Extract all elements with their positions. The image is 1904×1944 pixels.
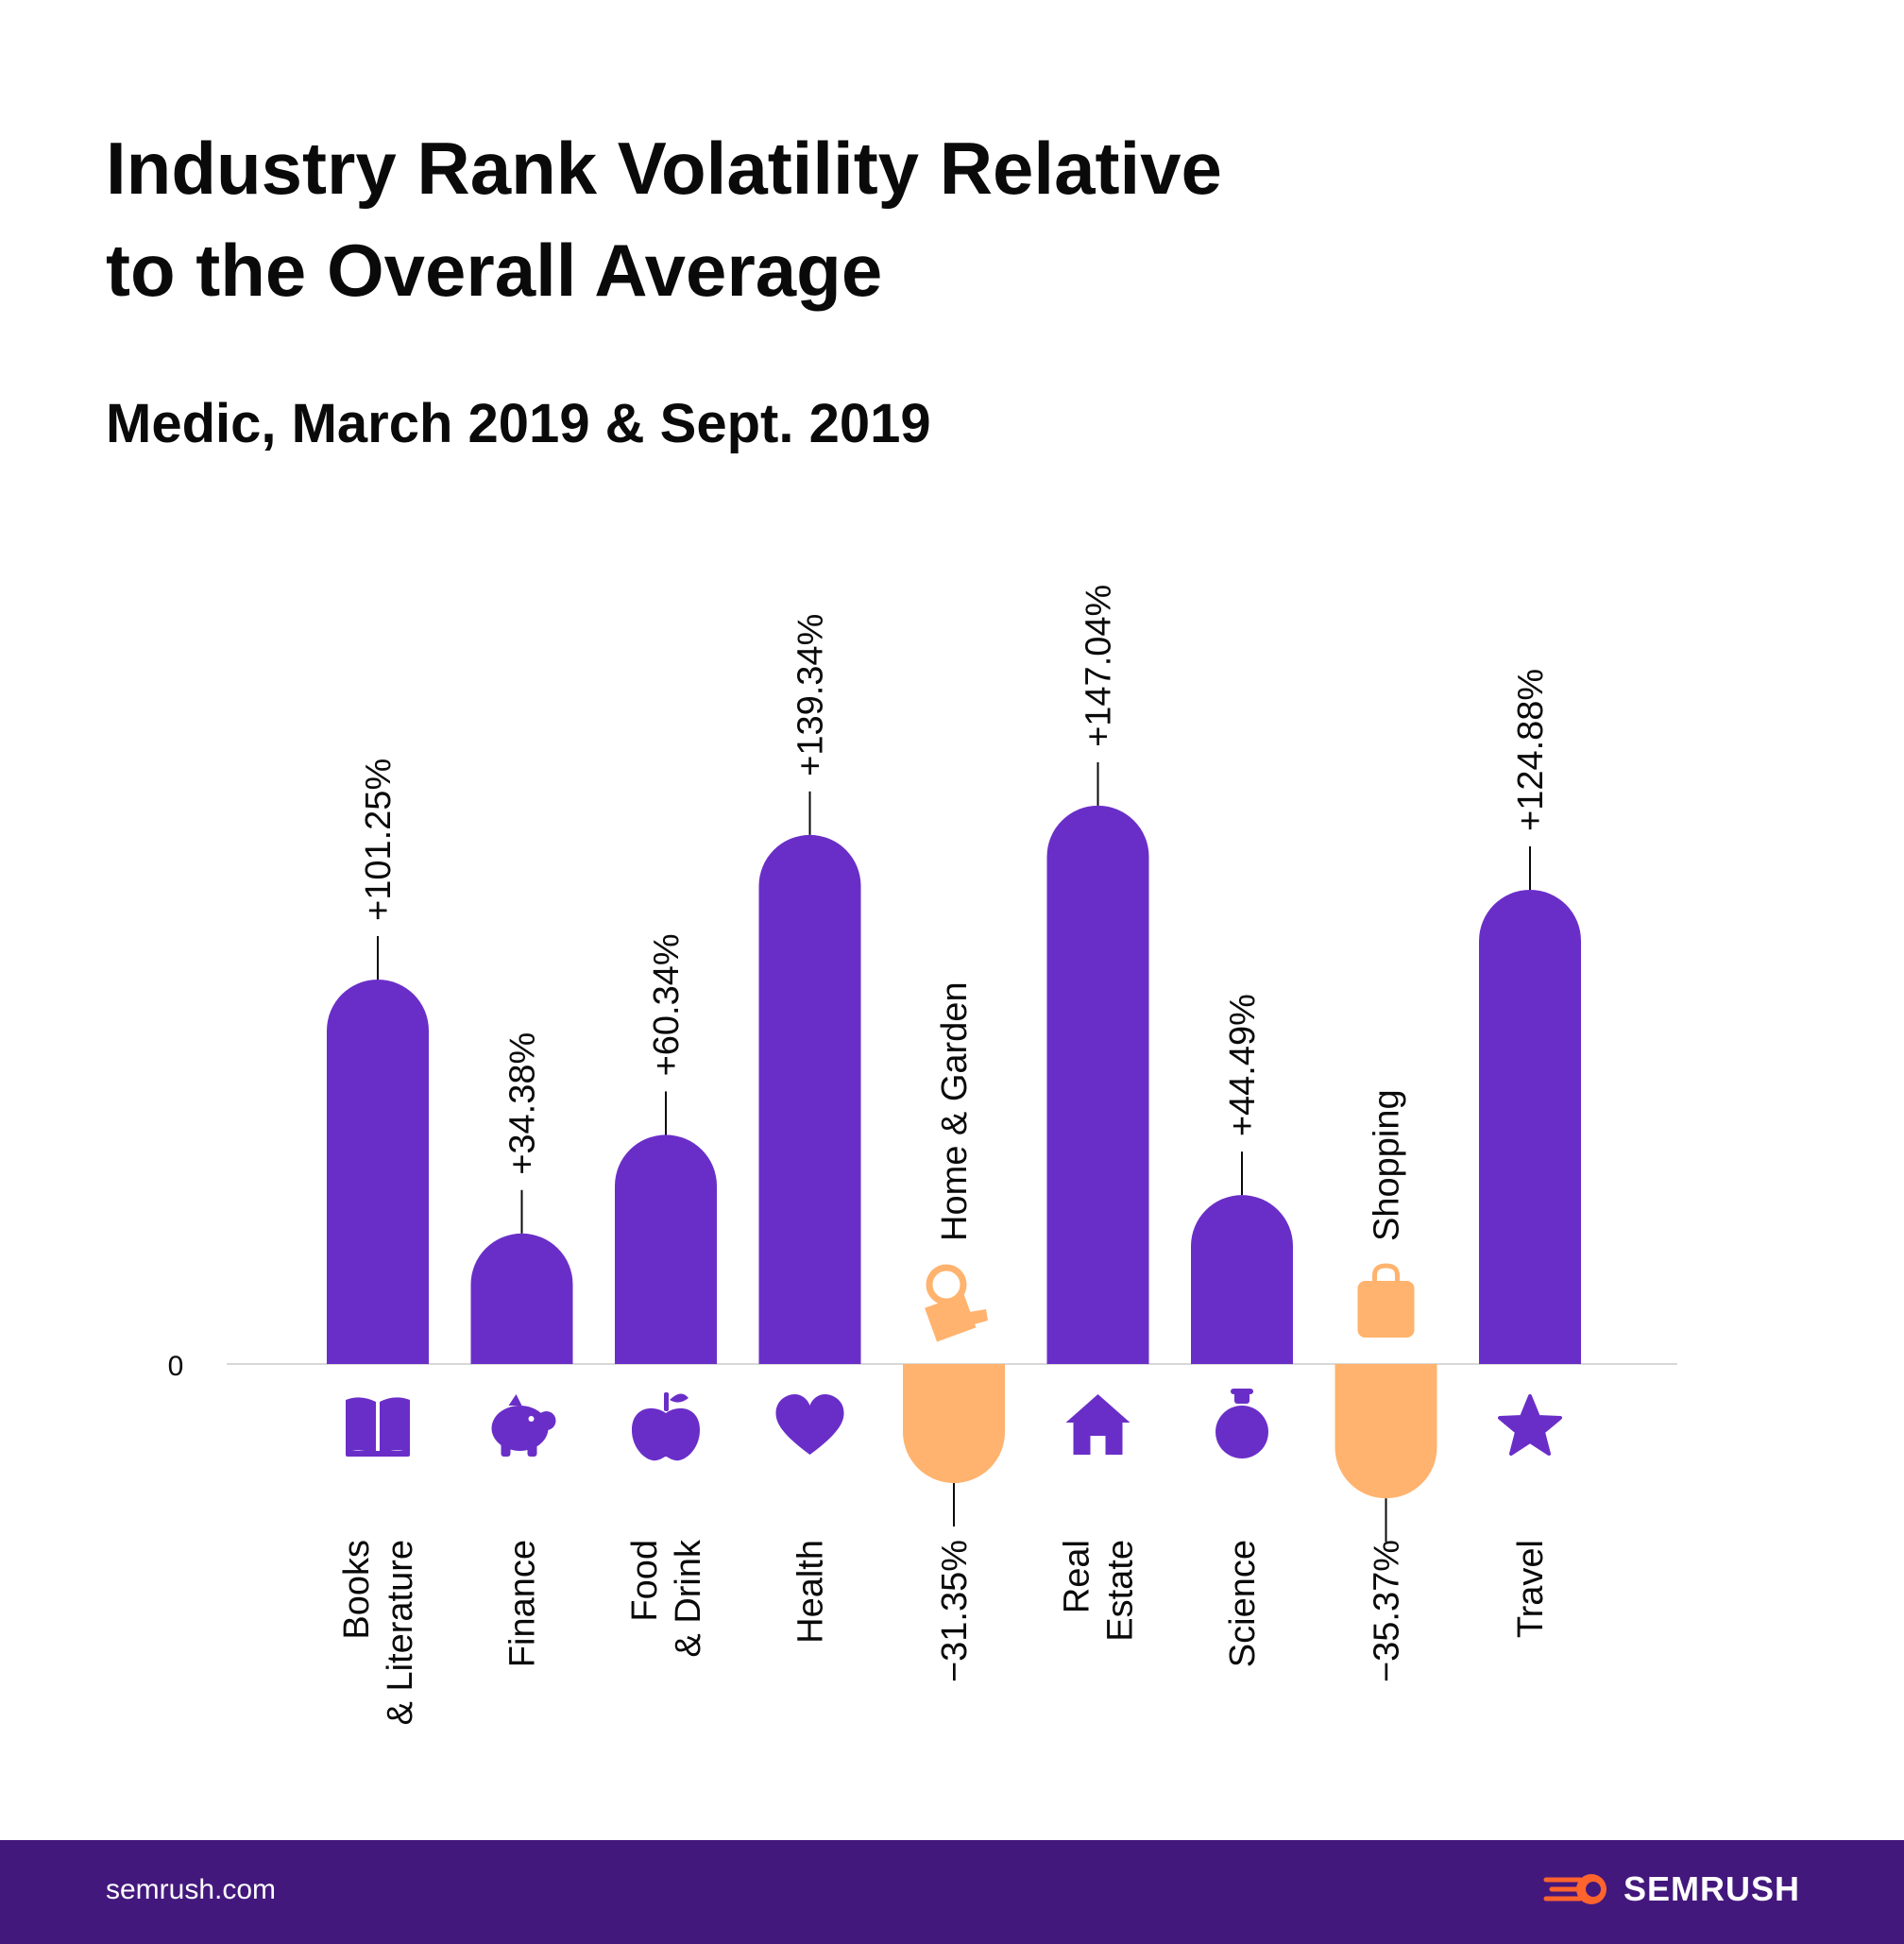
bar-group-piggy-bank-icon: +34.38% Finance — [470, 1032, 573, 1667]
bar — [470, 1233, 573, 1364]
category-label: & Drink — [669, 1539, 708, 1658]
value-label: +44.49% — [1223, 994, 1263, 1136]
category-label: Science — [1223, 1540, 1263, 1667]
shopping-bag-icon — [1357, 1263, 1415, 1338]
category-label: Travel — [1511, 1540, 1551, 1638]
bar — [903, 1364, 1005, 1484]
bar-group-book-icon: +101.25% Books & Literature — [327, 759, 429, 1725]
category-label: Estate — [1101, 1540, 1141, 1642]
bar — [1479, 889, 1581, 1364]
book-icon — [346, 1397, 410, 1457]
category-label: Health — [791, 1540, 831, 1644]
bar-group-flask-icon: +44.49% Science — [1191, 994, 1293, 1667]
value-label: +124.88% — [1511, 669, 1551, 831]
category-label: Home & Garden — [935, 981, 975, 1241]
chart-title-line-2: to the Overall Average — [106, 229, 882, 312]
bar-group-house-icon: +147.04% Real Estate — [1046, 585, 1149, 1642]
bar — [327, 979, 429, 1364]
footer-url[interactable]: semrush.com — [106, 1874, 277, 1905]
bar-group-watering-can-icon: −31.35% Home & Garden — [903, 981, 1005, 1682]
bar-group-shopping-bag-icon: −35.37% Shopping — [1334, 1089, 1437, 1682]
footer: semrush.com SEMRUSH — [0, 1840, 1904, 1944]
heart-icon — [775, 1394, 844, 1455]
bar — [1191, 1195, 1293, 1364]
value-label: +34.38% — [503, 1032, 543, 1175]
category-label: Finance — [503, 1540, 543, 1667]
apple-icon — [632, 1392, 700, 1461]
category-label: & Literature — [381, 1540, 420, 1725]
chart-title-line-1: Industry Rank Volatility Relative — [106, 127, 1222, 210]
value-label: +147.04% — [1080, 585, 1119, 747]
bars-layer: +101.25%Books & Literature+34.38%Finance+… — [327, 585, 1581, 1725]
semrush-logo: SEMRUSH — [1542, 1868, 1800, 1910]
bar-group-star-icon: +124.88% Travel — [1479, 669, 1581, 1638]
star-icon — [1498, 1394, 1562, 1456]
piggy-bank-icon — [491, 1394, 556, 1457]
value-label: +139.34% — [791, 614, 831, 776]
value-label: +101.25% — [359, 759, 399, 921]
bar — [1046, 805, 1149, 1364]
chart-subtitle: Medic, March 2019 & Sept. 2019 — [106, 393, 931, 454]
bar — [615, 1134, 717, 1364]
category-label: Shopping — [1368, 1089, 1407, 1241]
semrush-flame-icon — [1543, 1874, 1606, 1904]
bar-group-apple-icon: +60.34% Food & Drink — [615, 933, 717, 1658]
zero-label: 0 — [168, 1351, 184, 1382]
value-label: −35.37% — [1368, 1540, 1407, 1682]
watering-can-icon — [925, 1264, 988, 1342]
category-label: Books — [337, 1540, 377, 1640]
category-label: Food — [625, 1540, 665, 1622]
footer-brand-text: SEMRUSH — [1623, 1869, 1800, 1908]
bar — [758, 834, 861, 1364]
value-label: −31.35% — [935, 1540, 975, 1682]
house-icon — [1065, 1394, 1130, 1455]
bar-group-heart-icon: +139.34% Health — [758, 614, 861, 1644]
flask-icon — [1216, 1389, 1268, 1458]
value-label: +60.34% — [647, 933, 687, 1076]
bar — [1334, 1364, 1437, 1499]
category-label: Real — [1058, 1540, 1097, 1613]
